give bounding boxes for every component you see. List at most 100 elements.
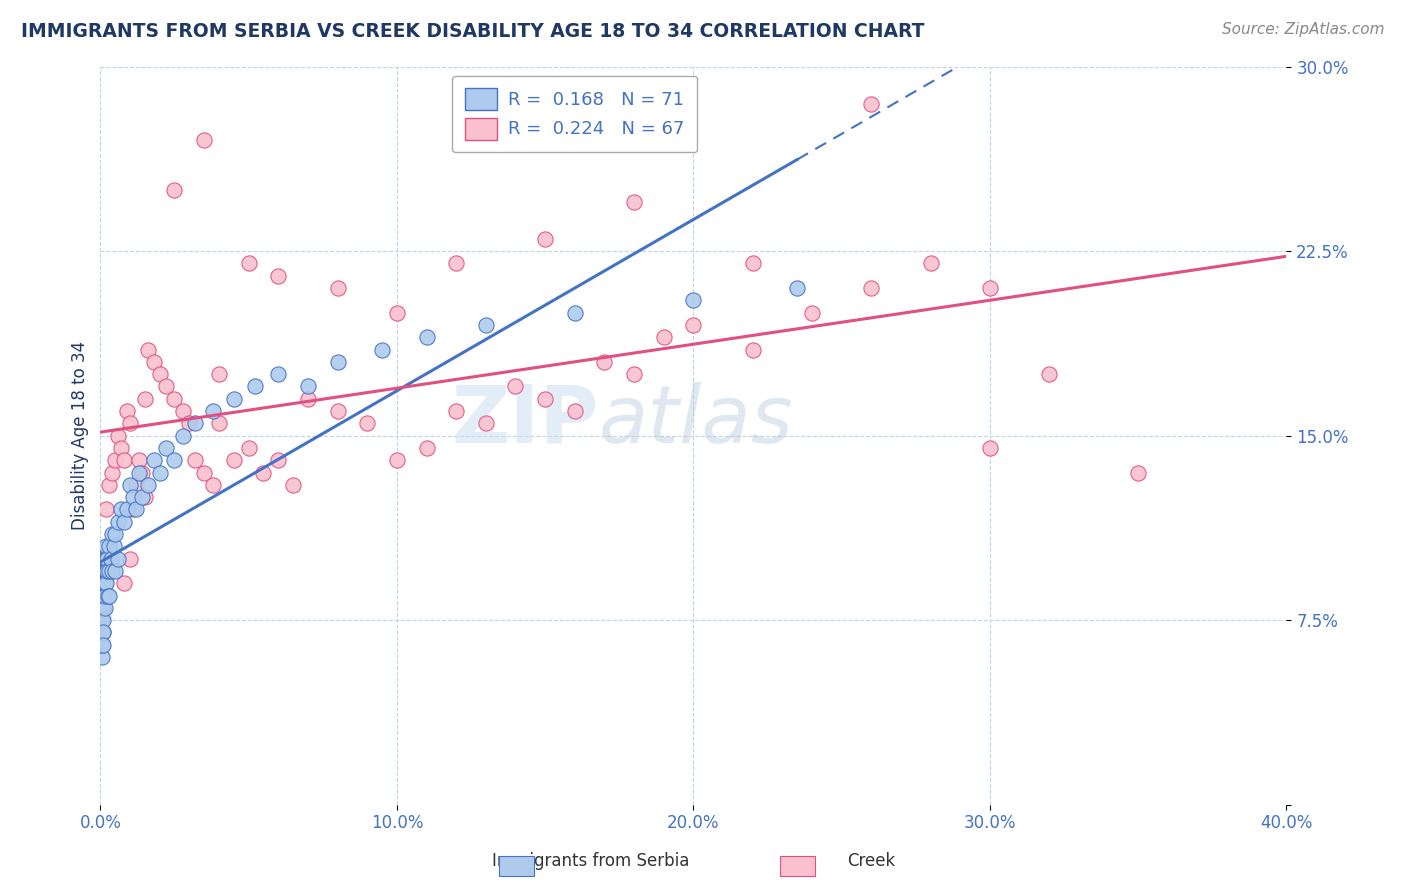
- Point: [118, 478, 141, 492]
- Point: [564, 305, 586, 319]
- Point: [208, 367, 231, 381]
- Point: [741, 343, 763, 357]
- Point: [94, 589, 117, 603]
- Point: [155, 379, 177, 393]
- Text: ZIP: ZIP: [451, 382, 599, 460]
- Point: [125, 478, 148, 492]
- Point: [786, 281, 808, 295]
- Point: [91, 613, 114, 627]
- Point: [90, 576, 112, 591]
- Point: [252, 466, 274, 480]
- Point: [475, 318, 498, 332]
- Point: [97, 589, 120, 603]
- Point: [979, 281, 1001, 295]
- Point: [91, 600, 114, 615]
- Text: Creek: Creek: [848, 852, 896, 870]
- Point: [90, 650, 112, 665]
- Point: [94, 576, 117, 591]
- Point: [860, 281, 883, 295]
- Point: [297, 392, 319, 406]
- Point: [326, 404, 349, 418]
- Point: [682, 293, 704, 308]
- Point: [91, 625, 114, 640]
- Point: [118, 551, 141, 566]
- Point: [93, 564, 115, 578]
- Legend: R =  0.168   N = 71, R =  0.224   N = 67: R = 0.168 N = 71, R = 0.224 N = 67: [453, 76, 697, 153]
- Point: [163, 392, 186, 406]
- Point: [96, 502, 118, 516]
- Point: [118, 417, 141, 431]
- Point: [104, 527, 127, 541]
- Point: [243, 379, 266, 393]
- Point: [98, 564, 121, 578]
- Point: [593, 355, 616, 369]
- Point: [91, 600, 114, 615]
- Point: [208, 417, 231, 431]
- Point: [444, 256, 467, 270]
- Point: [281, 478, 304, 492]
- Point: [94, 551, 117, 566]
- Point: [131, 466, 153, 480]
- Point: [101, 564, 124, 578]
- Point: [356, 417, 378, 431]
- Point: [371, 343, 394, 357]
- Point: [142, 453, 165, 467]
- Point: [920, 256, 942, 270]
- Point: [1128, 466, 1150, 480]
- Point: [93, 576, 115, 591]
- Point: [134, 490, 156, 504]
- Point: [979, 441, 1001, 455]
- Point: [385, 453, 408, 467]
- Point: [94, 564, 117, 578]
- Point: [96, 564, 118, 578]
- Point: [136, 343, 159, 357]
- Point: [179, 417, 201, 431]
- Point: [112, 515, 135, 529]
- Point: [104, 564, 127, 578]
- Point: [149, 466, 172, 480]
- Point: [193, 133, 215, 147]
- Point: [222, 392, 245, 406]
- Point: [128, 453, 150, 467]
- Point: [91, 564, 114, 578]
- Point: [326, 355, 349, 369]
- Point: [96, 564, 118, 578]
- Point: [98, 478, 121, 492]
- Point: [107, 515, 129, 529]
- Point: [91, 638, 114, 652]
- Point: [444, 404, 467, 418]
- Point: [267, 453, 290, 467]
- Point: [155, 441, 177, 455]
- Point: [741, 256, 763, 270]
- Point: [238, 441, 260, 455]
- Point: [90, 625, 112, 640]
- Point: [103, 540, 125, 554]
- Point: [534, 232, 557, 246]
- Point: [623, 194, 645, 209]
- Text: IMMIGRANTS FROM SERBIA VS CREEK DISABILITY AGE 18 TO 34 CORRELATION CHART: IMMIGRANTS FROM SERBIA VS CREEK DISABILI…: [21, 22, 925, 41]
- Point: [202, 404, 225, 418]
- Point: [91, 576, 114, 591]
- Point: [115, 404, 138, 418]
- Point: [1038, 367, 1060, 381]
- Point: [163, 453, 186, 467]
- Point: [101, 527, 124, 541]
- Point: [682, 318, 704, 332]
- Point: [107, 428, 129, 442]
- Point: [107, 551, 129, 566]
- Text: Source: ZipAtlas.com: Source: ZipAtlas.com: [1222, 22, 1385, 37]
- Point: [91, 551, 114, 566]
- Point: [505, 379, 527, 393]
- Point: [193, 466, 215, 480]
- Point: [96, 540, 118, 554]
- Text: Immigrants from Serbia: Immigrants from Serbia: [492, 852, 689, 870]
- Point: [110, 502, 132, 516]
- Point: [415, 330, 437, 344]
- Point: [149, 367, 172, 381]
- Point: [534, 392, 557, 406]
- Point: [115, 502, 138, 516]
- Point: [91, 625, 114, 640]
- Point: [96, 551, 118, 566]
- Point: [202, 478, 225, 492]
- Point: [163, 183, 186, 197]
